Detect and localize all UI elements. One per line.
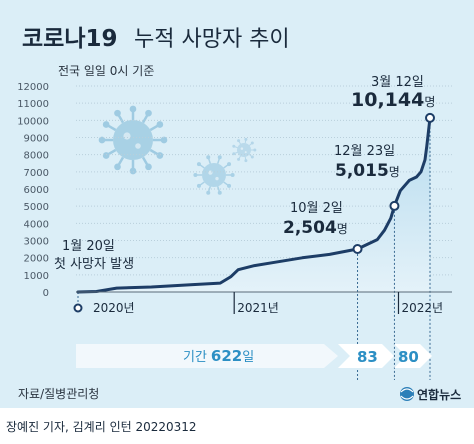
period-days-3: 80 [398, 348, 419, 366]
period-prefix: 기간 [183, 350, 207, 365]
y-tick-label: 7000 [24, 168, 49, 179]
y-tick-label: 6000 [24, 185, 49, 196]
annotation-dec-value: 5,015명 [335, 161, 400, 181]
y-tick-label: 12000 [17, 82, 49, 93]
y-tick-label: 10000 [17, 116, 49, 127]
title-rest: 누적 사망자 추이 [134, 27, 290, 52]
period-arrow-1 [76, 344, 338, 368]
footer-strip [0, 408, 474, 440]
source-text: 자료/질병관리청 [18, 387, 99, 401]
annotation-oct-date: 10월 2일 [290, 201, 343, 216]
title-bold: 코로나19 [22, 26, 118, 52]
y-axis-tick-labels: 0 1000 2000 3000 4000 5000 6000 7000 8000 9000 100… [17, 82, 49, 299]
annotation-point [352, 244, 363, 255]
y-tick-label: 1000 [24, 271, 49, 282]
annotation-dashed-lines [77, 122, 431, 380]
period-days-2: 83 [357, 348, 378, 366]
yonhap-logo: 연합뉴스 [400, 387, 461, 402]
year-label: 2020년 [93, 301, 135, 315]
period-arrow-2 [338, 344, 394, 368]
period-label-1: 기간 622일 [183, 347, 254, 365]
year-label: 2022년 [401, 301, 443, 315]
series-line [76, 116, 432, 294]
y-tick-label: 0 [43, 288, 49, 299]
series-area [78, 117, 430, 293]
annotation-points [73, 112, 435, 313]
credit-text: 장예진 기자, 김계리 인턴 20220312 [6, 420, 197, 434]
logo-text: 연합뉴스 [417, 387, 461, 402]
annotation-mar-value: 10,144명 [351, 89, 435, 111]
period-arrow-3 [394, 344, 432, 368]
annotation-point [425, 112, 435, 123]
annotation-dec-number: 5,015 [335, 161, 389, 181]
annotation-mar-number: 10,144 [351, 89, 424, 111]
y-tick-label: 11000 [17, 99, 49, 110]
y-tick-label: 9000 [24, 134, 49, 145]
year-label: 2021년 [237, 301, 279, 315]
subtitle: 전국 일일 0시 기준 [58, 64, 154, 78]
annotation-mar-date: 3월 12일 [371, 75, 424, 90]
annotation-point [389, 200, 400, 211]
annotation-oct-number: 2,504 [283, 218, 337, 238]
y-tick-label: 5000 [24, 202, 49, 213]
y-tick-label: 8000 [24, 151, 49, 162]
virus-icon [98, 105, 168, 175]
virus-illustration [98, 105, 257, 195]
y-tick-label: 3000 [24, 237, 49, 248]
annotation-mar-unit: 명 [424, 95, 435, 109]
annotation-oct-value: 2,504명 [283, 218, 348, 238]
period-days-1: 622 [211, 347, 242, 365]
annotation-point [73, 303, 83, 313]
annotation-dec-unit: 명 [389, 165, 400, 179]
annotation-oct-unit: 명 [337, 222, 348, 236]
annotation-first-date: 1월 20일 [62, 239, 115, 254]
x-axis-year-ticks: 2020년 2021년 2022년 [93, 292, 443, 315]
virus-icon [232, 137, 257, 163]
annotation-dec-date: 12월 23일 [334, 144, 395, 159]
y-tick-label: 4000 [24, 219, 49, 230]
virus-icon [193, 155, 235, 195]
period-unit-1: 일 [242, 350, 254, 365]
annotation-first-text: 첫 사망자 발생 [54, 257, 134, 272]
y-tick-label: 2000 [24, 254, 49, 265]
